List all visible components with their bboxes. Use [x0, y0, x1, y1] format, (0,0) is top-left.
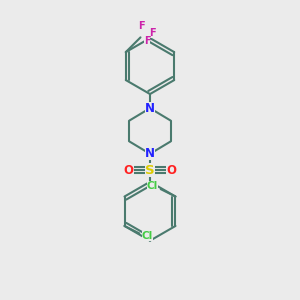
Text: S: S — [145, 164, 155, 176]
Text: N: N — [145, 147, 155, 160]
Text: Cl: Cl — [147, 181, 158, 191]
Text: F: F — [144, 36, 150, 46]
Text: O: O — [124, 164, 134, 176]
Text: Cl: Cl — [142, 231, 153, 241]
Text: N: N — [145, 102, 155, 115]
Text: O: O — [166, 164, 176, 176]
Text: F: F — [149, 28, 156, 38]
Text: F: F — [138, 21, 144, 31]
